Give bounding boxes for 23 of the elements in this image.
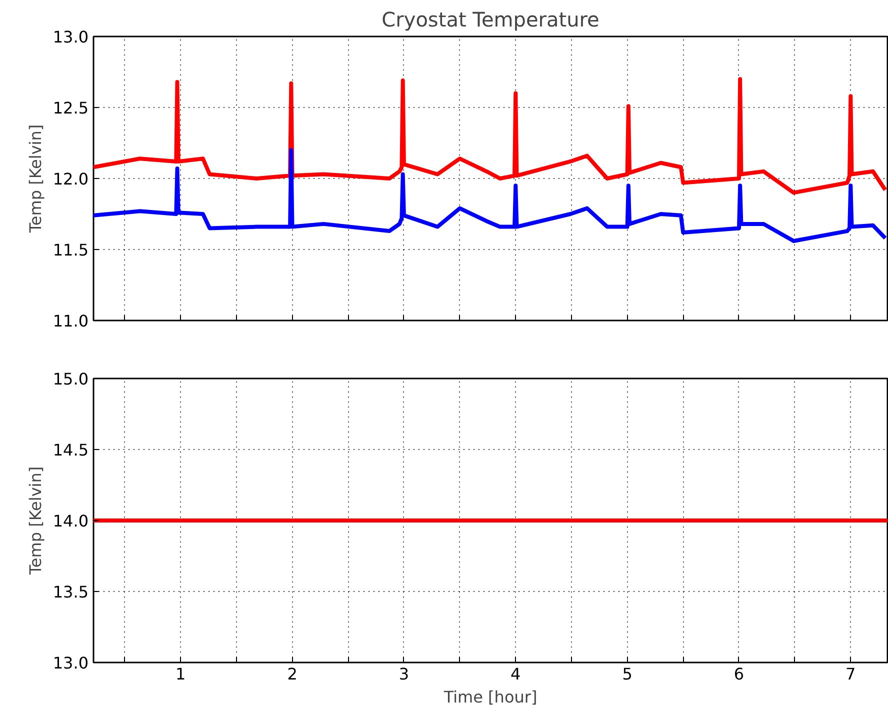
- y-tick-label: 12.5: [52, 98, 88, 118]
- y-tick-label: 14.0: [52, 512, 88, 530]
- x-tick-label: 1: [176, 664, 186, 684]
- y-tick-label: 15.0: [52, 370, 88, 388]
- line-series: [94, 148, 888, 243]
- y-tick-label: 12.0: [52, 170, 88, 188]
- y-tick-label: 13.5: [52, 582, 88, 602]
- y-tick-label: 13.0: [52, 28, 88, 46]
- y-tick-label: 14.5: [52, 440, 88, 460]
- x-tick-label: 5: [622, 664, 632, 684]
- y-tick-label: 11.0: [52, 312, 88, 330]
- y-tick-label: 11.5: [52, 240, 88, 260]
- x-tick-label: 4: [510, 664, 521, 684]
- line-series: [94, 77, 888, 195]
- x-tick-label: 6: [734, 664, 744, 684]
- chart-title: Cryostat Temperature: [382, 8, 600, 32]
- y-tick-label: 13.0: [52, 654, 88, 672]
- x-tick-label: 7: [846, 664, 856, 684]
- y-axis-title: Temp [Kelvin]: [26, 124, 45, 234]
- x-tick-label: 3: [398, 664, 410, 684]
- x-tick-label: 2: [287, 664, 298, 684]
- y-axis-title: Temp [Kelvin]: [26, 466, 45, 576]
- x-axis-title: Time [hour]: [442, 688, 538, 706]
